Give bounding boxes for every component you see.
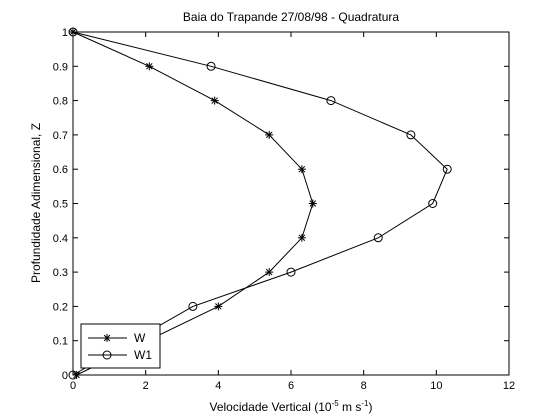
series-line-w1	[72, 31, 448, 376]
data-point-w	[265, 130, 274, 139]
series-layer	[68, 27, 452, 380]
x-axis-ticks: 0 2 4 6 8 10 12	[70, 32, 515, 392]
data-point-w	[297, 233, 306, 242]
data-point-w	[210, 96, 219, 105]
x-tick-label: 8	[361, 380, 367, 392]
legend-label-w: W	[134, 331, 146, 345]
y-tick-label: 0.7	[53, 130, 68, 142]
data-point-w	[265, 268, 274, 277]
data-point-w1	[68, 370, 78, 380]
data-point-w1	[442, 164, 452, 174]
y-tick-label: 0.2	[53, 301, 68, 313]
y-axis-ticks: 0 0.1 0.2 0.3 0.4 0.5 0.6 0.7 0.8 0.9 1	[53, 27, 509, 382]
legend-circle-icon	[102, 350, 112, 360]
y-axis-label: Profundidade Adimensional, Z	[29, 123, 43, 283]
x-tick-label: 4	[215, 380, 221, 392]
data-point-w1	[373, 233, 383, 243]
data-point-w1	[406, 130, 416, 140]
data-point-w	[214, 302, 223, 311]
y-tick-label: 0.8	[53, 96, 68, 108]
y-tick-label: 0.3	[53, 267, 68, 279]
data-point-w	[145, 62, 154, 71]
data-point-w1	[286, 267, 296, 277]
y-tick-label: 1	[62, 27, 68, 39]
data-point-w1	[428, 199, 438, 208]
legend-marker-w1	[102, 350, 112, 360]
chart-title: Baia do Trapande 27/08/98 - Quadratura	[183, 10, 399, 24]
legend-marker-w	[103, 334, 111, 342]
legend: W W1	[80, 323, 161, 369]
data-point-w1	[206, 61, 216, 71]
legend-label-w1: W1	[134, 348, 152, 362]
x-tick-label: 12	[503, 380, 515, 392]
x-tick-label: 10	[430, 380, 442, 392]
x-axis-label: Velocidade Vertical (10-5 m s-1)	[209, 399, 372, 414]
y-tick-label: 0.4	[53, 233, 68, 245]
data-point-w	[297, 165, 306, 174]
x-tick-label: 0	[70, 380, 76, 392]
series-line-w	[72, 31, 314, 376]
legend-asterisk-icon	[103, 334, 111, 342]
legend-box	[80, 323, 161, 369]
y-tick-label: 0	[62, 370, 68, 382]
y-tick-label: 0.5	[53, 199, 68, 211]
y-tick-label: 0.9	[53, 61, 68, 73]
y-tick-label: 0.6	[53, 164, 68, 176]
data-point-w1	[188, 301, 198, 311]
x-tick-label: 2	[143, 380, 149, 392]
data-point-w	[308, 199, 317, 208]
data-point-w1	[326, 96, 336, 106]
y-tick-label: 0.1	[53, 336, 68, 348]
x-tick-label: 6	[288, 380, 294, 392]
data-point-w1	[68, 27, 78, 37]
